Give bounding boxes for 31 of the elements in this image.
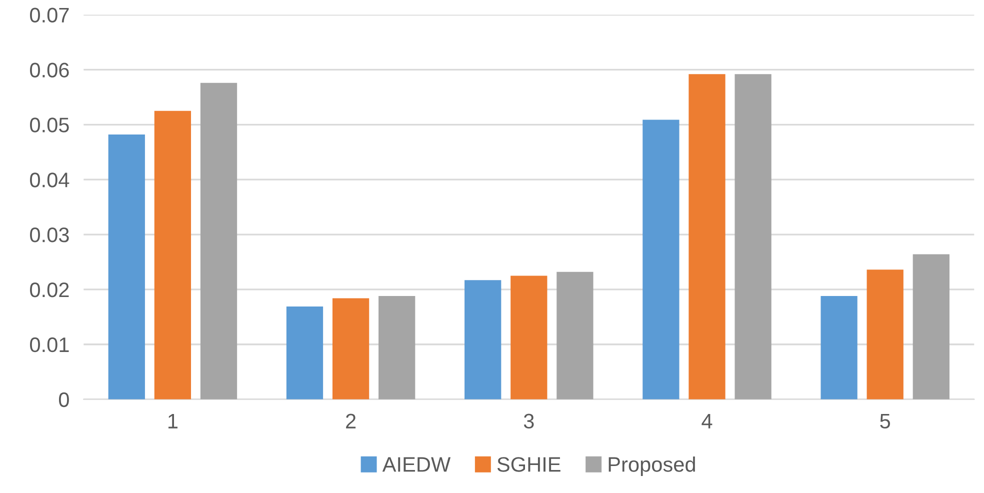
x-tick-label: 4 [702,414,712,428]
bar [378,296,416,400]
bar [510,276,548,400]
bar [688,74,726,400]
y-tick-label: 0.03 [30,228,69,242]
legend-label: AIEDW [382,457,451,472]
x-tick-label: 2 [346,414,356,428]
y-tick-label: 0.04 [30,172,70,188]
legend-label: SGHIE [497,457,560,472]
bar [464,280,502,400]
x-tick-label: 1 [168,414,178,428]
y-tick-label: 0.05 [30,118,69,132]
bar [200,82,238,400]
bar [734,74,772,400]
y-tick-label: 0.01 [30,337,69,352]
bar [332,298,370,400]
bar [866,270,904,400]
y-tick-label: 0.06 [30,62,69,78]
bar [912,254,950,400]
x-tick-label: 3 [524,414,534,429]
bar [286,306,324,400]
x-tick-label: 5 [880,414,890,429]
y-tick-label: 0.02 [30,282,69,298]
bar [642,120,680,400]
bar [556,272,594,400]
y-tick-label: 0.07 [30,8,69,23]
bar [820,296,858,400]
bar [108,134,145,400]
y-tick-label: 0 [58,392,69,408]
legend-label: Proposed [608,456,695,476]
bar [154,110,192,400]
